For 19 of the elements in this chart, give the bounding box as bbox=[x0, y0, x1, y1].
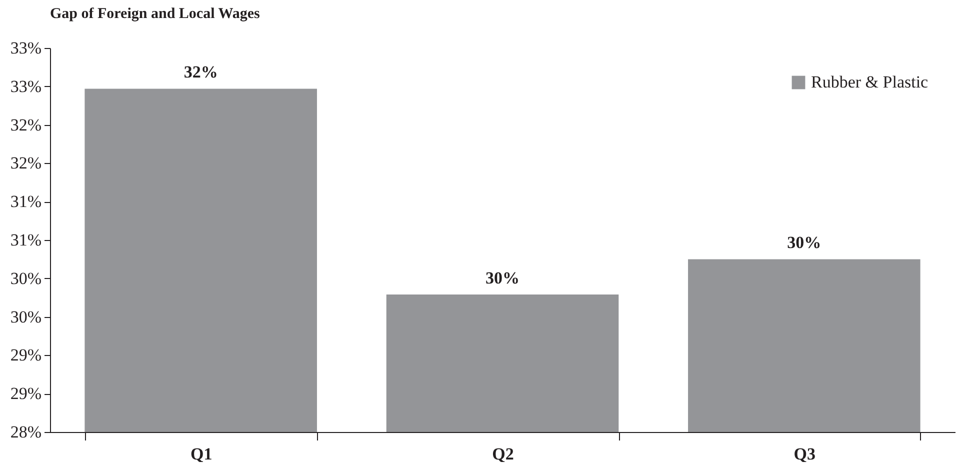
y-tick-label: 28% bbox=[10, 422, 42, 442]
y-tick-label: 30% bbox=[10, 268, 42, 288]
y-tick-label: 32% bbox=[10, 115, 42, 134]
y-tick-label: 29% bbox=[10, 346, 42, 365]
y-tick-label: 29% bbox=[10, 384, 42, 404]
data-label: 30% bbox=[486, 268, 520, 288]
y-tick-label: 33% bbox=[10, 38, 42, 58]
y-tick-label: 32% bbox=[10, 154, 42, 173]
legend-label: Rubber & Plastic bbox=[811, 72, 929, 92]
x-tick-label: Q3 bbox=[794, 444, 816, 464]
y-tick-label: 30% bbox=[10, 307, 42, 326]
chart-title: Gap of Foreign and Local Wages bbox=[50, 6, 260, 22]
x-tick-label: Q1 bbox=[190, 444, 212, 464]
x-tick-label: Q2 bbox=[492, 444, 514, 464]
data-label: 32% bbox=[184, 62, 218, 82]
data-label: 30% bbox=[787, 233, 822, 252]
y-tick-label: 33% bbox=[10, 76, 42, 96]
y-tick-label: 31% bbox=[10, 192, 42, 212]
y-tick-label: 31% bbox=[10, 230, 42, 250]
